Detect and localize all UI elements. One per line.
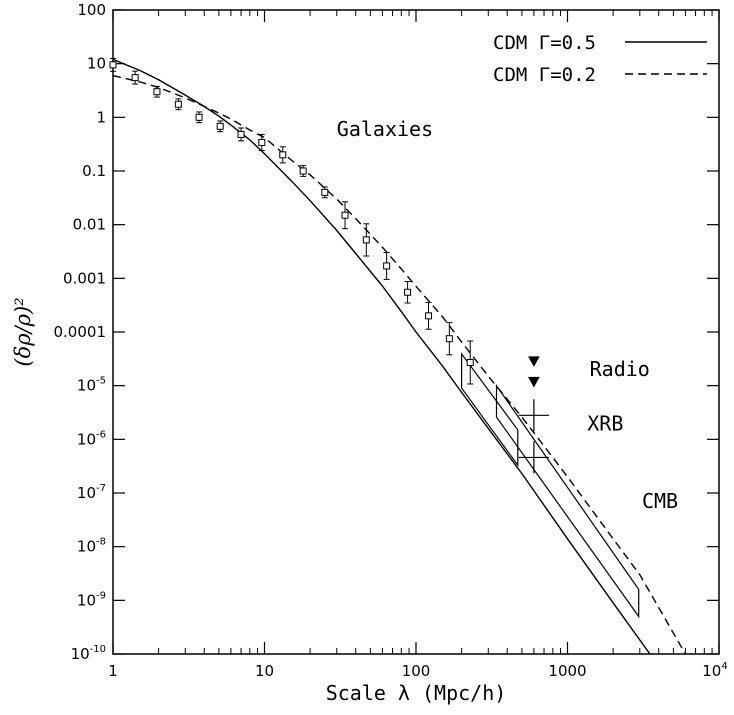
legend: CDM Γ=0.5 CDM Γ=0.2 (493, 32, 707, 86)
x-tick-label: 104 (702, 661, 727, 680)
galaxy-point (131, 74, 139, 82)
radio-point (528, 356, 540, 367)
galaxy-point (299, 167, 307, 175)
y-tick-label: 10-7 (77, 483, 106, 502)
cmb-box (461, 352, 519, 468)
y-tick-label: 0.1 (82, 162, 106, 180)
galaxy-point (258, 138, 266, 146)
y-tick-label: 10-8 (77, 537, 106, 556)
x-tick-label: 100 (402, 662, 431, 680)
y-tick-label: 0.01 (73, 216, 106, 234)
y-tick-label: 0.0001 (54, 323, 107, 341)
radio-point (528, 376, 540, 388)
x-axis-title: Scale λ (Mpc/h) (326, 681, 507, 705)
legend-label: CDM Γ=0.2 (493, 64, 596, 86)
y-tick-label: 0.001 (63, 269, 106, 287)
model-curves (113, 58, 687, 654)
cmb-box (495, 383, 640, 619)
galaxy-point (383, 262, 391, 270)
galaxy-point (279, 151, 287, 159)
axis-ticks: 1 10 100 1000 104 100 10 1 0.1 0.01 0.001 0.0001 10-… (54, 1, 728, 680)
y-tick-label: 10-9 (77, 590, 106, 609)
galaxy-point (425, 312, 433, 320)
annotations: Galaxies Radio XRB CMB (337, 117, 678, 513)
y-tick-label: 10-6 (77, 429, 106, 448)
annotation-xrb: XRB (587, 412, 623, 436)
galaxy-point (445, 335, 453, 343)
y-tick-label: 1 (96, 108, 106, 126)
data-points (109, 57, 550, 474)
x-tick-label: 1000 (548, 662, 586, 680)
galaxy-point (195, 113, 203, 121)
x-tick-label: 10 (255, 662, 274, 680)
cdm-gamma-0.2-curve (113, 74, 687, 654)
annotation-galaxies: Galaxies (337, 117, 433, 141)
cmb-boxes (461, 352, 640, 619)
galaxy-point (153, 88, 161, 96)
y-tick-label: 10 (87, 55, 106, 73)
galaxy-point (216, 122, 224, 130)
galaxy-point (466, 359, 474, 367)
galaxy-point (321, 188, 329, 196)
cdm-gamma-0.5-curve (113, 58, 651, 654)
annotation-radio: Radio (590, 357, 650, 381)
galaxy-point (362, 236, 370, 244)
legend-label: CDM Γ=0.5 (493, 32, 596, 54)
galaxy-point (404, 288, 412, 296)
x-tick-label: 1 (108, 662, 118, 680)
y-tick-label: 100 (77, 1, 106, 19)
galaxy-point (174, 100, 182, 108)
y-tick-label: 10-5 (77, 376, 106, 395)
y-axis-title: (δρ/ρ)² (11, 297, 35, 366)
galaxy-point (237, 130, 245, 138)
galaxy-point (109, 61, 117, 69)
annotation-cmb: CMB (642, 489, 678, 513)
y-tick-label: 10-10 (71, 644, 106, 663)
galaxy-point (341, 211, 349, 219)
